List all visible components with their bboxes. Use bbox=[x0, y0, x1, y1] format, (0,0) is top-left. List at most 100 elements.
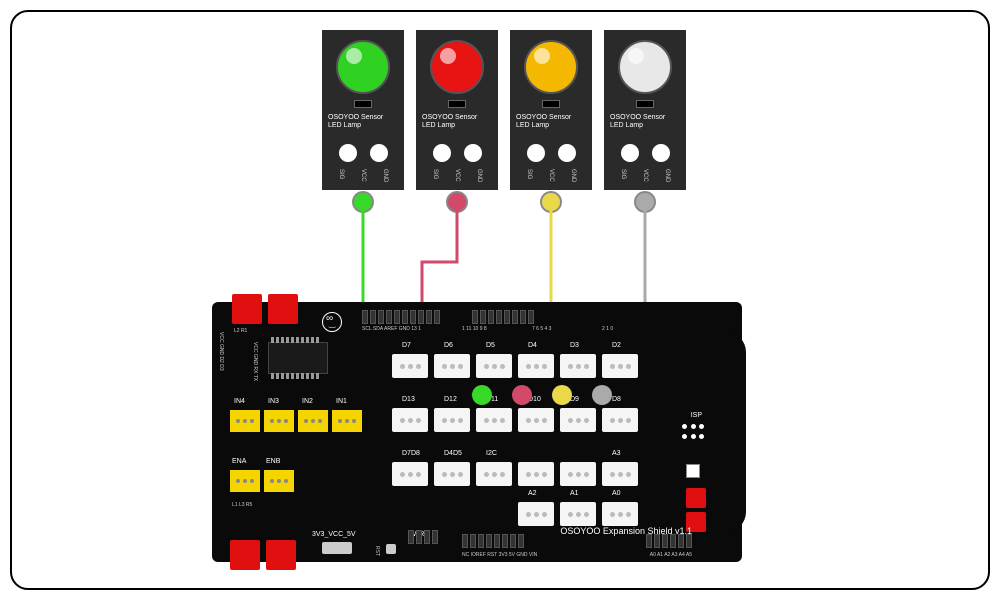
connector-label-A3: A3 bbox=[612, 450, 621, 457]
power-label: 3V3_VCC_5V bbox=[312, 531, 356, 538]
led-green-plug bbox=[352, 191, 374, 213]
connector-label-D13: D13 bbox=[402, 396, 415, 403]
isp-header bbox=[682, 424, 706, 442]
led-switch bbox=[542, 100, 560, 108]
motor-in4 bbox=[230, 410, 260, 432]
led-yellow-plug bbox=[540, 191, 562, 213]
motor-label-in3: IN3 bbox=[268, 398, 279, 405]
connector-D7D8-conn-row3 bbox=[392, 462, 428, 486]
ena-ena bbox=[230, 470, 260, 492]
led-holes bbox=[322, 144, 404, 162]
connector-D13-conn-row2 bbox=[392, 408, 428, 432]
led-pins-labels: SIGVCCGND bbox=[510, 169, 592, 182]
ena-label-enb: ENB bbox=[266, 458, 280, 465]
led-bulb-icon bbox=[524, 40, 578, 94]
led-bulb-icon bbox=[336, 40, 390, 94]
red-connector-bl1 bbox=[230, 540, 260, 570]
top-pin-labels-4: 2 1 0 bbox=[602, 326, 613, 332]
silkscreen-1: L1 L3 R5 bbox=[232, 502, 252, 508]
motor-in1 bbox=[332, 410, 362, 432]
led-holes bbox=[416, 144, 498, 162]
connector-label-D12: D12 bbox=[444, 396, 457, 403]
red-connector-tl1 bbox=[232, 294, 262, 324]
isp-label: ISP bbox=[691, 412, 702, 419]
led-white: OSOYOO SensorLED Lamp SIGVCCGND bbox=[604, 30, 686, 190]
connector-D12-conn-row2 bbox=[434, 408, 470, 432]
board-title: OSOYOO Expansion Shield v1.1 bbox=[560, 526, 692, 536]
header-bottom-1 bbox=[462, 534, 524, 548]
power-switch bbox=[322, 542, 352, 554]
led-pins-labels: SIGVCCGND bbox=[604, 169, 686, 182]
analog-labels: A0 A1 A2 A3 A4 A5 bbox=[650, 552, 692, 558]
header-top-1 bbox=[362, 310, 440, 324]
pwr-header bbox=[408, 530, 438, 544]
led-bulb-icon bbox=[618, 40, 672, 94]
connector-label-D8: D8 bbox=[612, 396, 621, 403]
silkscreen-2: L2 R1 bbox=[234, 328, 247, 334]
connector-label-D7D8: D7D8 bbox=[402, 450, 420, 457]
reset-button bbox=[386, 544, 396, 554]
red-small-r1 bbox=[686, 488, 706, 508]
connector-label-D6: D6 bbox=[444, 342, 453, 349]
connector-label-A2: A2 bbox=[528, 490, 537, 497]
board-edge-curve bbox=[706, 332, 746, 532]
top-pin-labels-1: SCL SDA AREF GND 13 1 bbox=[362, 326, 421, 332]
connector-label-D5: D5 bbox=[486, 342, 495, 349]
top-pin-labels-3: 7 6 5 4 3 bbox=[532, 326, 551, 332]
rst-label: RST bbox=[374, 546, 380, 556]
connector-A1-conn-row4 bbox=[560, 502, 596, 526]
led-bulb-icon bbox=[430, 40, 484, 94]
connector-label-A1: A1 bbox=[570, 490, 579, 497]
connector-A0-conn-row4 bbox=[602, 502, 638, 526]
led-holes bbox=[510, 144, 592, 162]
led-white-plug bbox=[634, 191, 656, 213]
connector-I2C-conn-row3 bbox=[476, 462, 512, 486]
diagram-canvas: OSOYOO SensorLED Lamp SIGVCCGND OSOYOO S… bbox=[12, 12, 988, 588]
connector-label-I2C: I2C bbox=[486, 450, 497, 457]
motor-label-in4: IN4 bbox=[234, 398, 245, 405]
conn-d3-white bbox=[592, 385, 612, 405]
connector-label-D4D5: D4D5 bbox=[444, 450, 462, 457]
conn-d5-red bbox=[512, 385, 532, 405]
connector-label-A0: A0 bbox=[612, 490, 621, 497]
expansion-board: SCL SDA AREF GND 13 1 1 11 10 9 8 7 6 5 … bbox=[212, 302, 742, 562]
led-module-label: OSOYOO SensorLED Lamp bbox=[328, 114, 383, 131]
led-yellow: OSOYOO SensorLED Lamp SIGVCCGND bbox=[510, 30, 592, 190]
led-switch bbox=[636, 100, 654, 108]
diagram-frame: OSOYOO SensorLED Lamp SIGVCCGND OSOYOO S… bbox=[10, 10, 990, 590]
square-component bbox=[686, 464, 700, 478]
motor-label-in2: IN2 bbox=[302, 398, 313, 405]
led-red: OSOYOO SensorLED Lamp SIGVCCGND bbox=[416, 30, 498, 190]
connector-D7-conn-row1 bbox=[392, 354, 428, 378]
led-holes bbox=[604, 144, 686, 162]
connector-blank-conn-row3 bbox=[518, 462, 554, 486]
red-connector-bl2 bbox=[266, 540, 296, 570]
connector-blank-conn-row3 bbox=[560, 462, 596, 486]
connector-D8-conn-row2 bbox=[602, 408, 638, 432]
connector-A2-conn-row4 bbox=[518, 502, 554, 526]
motor-label-in1: IN1 bbox=[336, 398, 347, 405]
connector-D3-conn-row1 bbox=[560, 354, 596, 378]
led-module-label: OSOYOO SensorLED Lamp bbox=[422, 114, 477, 131]
top-pin-labels-2: 1 11 10 9 8 bbox=[462, 326, 487, 332]
conn-d4-yellow bbox=[552, 385, 572, 405]
connector-D4-conn-row1 bbox=[518, 354, 554, 378]
connector-label-D7: D7 bbox=[402, 342, 411, 349]
bottom-labels: NC IOREF RST 3V3 5V GND VIN bbox=[462, 552, 537, 558]
led-green: OSOYOO SensorLED Lamp SIGVCCGND bbox=[322, 30, 404, 190]
motor-in3 bbox=[264, 410, 294, 432]
ena-label-ena: ENA bbox=[232, 458, 246, 465]
left-vert-label-1: VCC GND D2 D3 bbox=[218, 332, 224, 371]
connector-D10-conn-row2 bbox=[518, 408, 554, 432]
conn-d6-green bbox=[472, 385, 492, 405]
left-vert-label-2: VCC GND RX TX bbox=[252, 342, 258, 381]
header-bottom-2 bbox=[646, 534, 692, 548]
led-switch bbox=[354, 100, 372, 108]
red-connector-tl2 bbox=[268, 294, 298, 324]
connector-A3-conn-row3 bbox=[602, 462, 638, 486]
connector-label-D2: D2 bbox=[612, 342, 621, 349]
ena-enb bbox=[264, 470, 294, 492]
led-pins-labels: SIGVCCGND bbox=[416, 169, 498, 182]
led-module-label: OSOYOO SensorLED Lamp bbox=[516, 114, 571, 131]
led-pins-labels: SIGVCCGND bbox=[322, 169, 404, 182]
